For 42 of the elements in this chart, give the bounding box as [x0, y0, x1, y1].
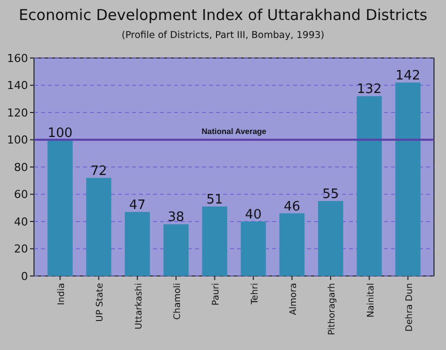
data-label: 40 [245, 208, 262, 222]
bar [356, 96, 382, 276]
chart-title: Economic Development Index of Uttarakhand Districts [18, 6, 428, 24]
bar [86, 178, 112, 276]
x-tick-label: Uttarkashi [134, 283, 144, 330]
bar [240, 222, 266, 276]
bar [124, 212, 150, 276]
x-tick-label: Dehra Dun [404, 283, 415, 332]
x-tick-label: Tehri [250, 283, 260, 306]
y-tick-label: 160 [7, 52, 28, 65]
bar [395, 82, 420, 276]
bar [202, 206, 228, 276]
data-label: 132 [356, 82, 382, 98]
y-tick-label: 100 [7, 134, 28, 147]
y-tick-label: 60 [14, 188, 28, 202]
data-label: 72 [90, 164, 108, 179]
bar [318, 201, 344, 276]
x-tick-label: UP State [96, 282, 106, 322]
data-label: 51 [206, 192, 223, 208]
data-label: 47 [129, 198, 146, 213]
y-tick-label: 20 [14, 242, 28, 256]
x-tick-label: Pithoragarh [328, 283, 338, 336]
data-label: 38 [168, 210, 184, 226]
x-tick-label: India [57, 283, 68, 306]
bar [279, 213, 305, 276]
x-tick-label: Chamoli [173, 283, 184, 320]
data-label: 100 [48, 126, 72, 141]
bar [163, 224, 189, 276]
data-label: 142 [396, 68, 420, 84]
data-label: 46 [284, 199, 300, 214]
x-tick-label: Nainital [366, 283, 376, 318]
bar [48, 140, 73, 276]
y-tick-label: 0 [21, 270, 28, 283]
y-tick-label: 140 [7, 79, 28, 92]
y-tick-label: 80 [14, 160, 28, 174]
data-label: 55 [322, 187, 339, 202]
x-tick-label: Almora [288, 283, 299, 316]
y-tick-label: 40 [14, 215, 28, 228]
y-tick-label: 120 [7, 106, 28, 120]
ref-line-label: National Average [202, 126, 267, 136]
x-tick-label: Pauri [212, 283, 222, 306]
chart-subtitle: (Profile of Districts, Part III, Bombay, 1993) [122, 30, 324, 41]
